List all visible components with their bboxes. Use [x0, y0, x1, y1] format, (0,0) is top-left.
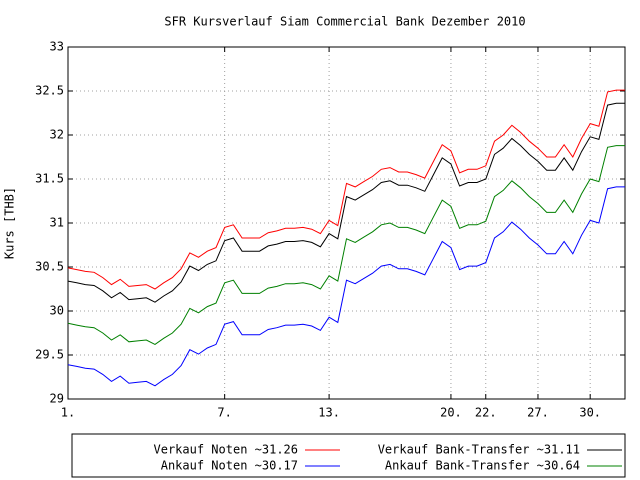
y-tick-label: 30 [50, 304, 64, 318]
series-line [67, 102, 625, 303]
y-tick-label: 31.5 [35, 172, 64, 186]
series-line [67, 186, 625, 387]
chart-title: SFR Kursverlauf Siam Commercial Bank Dez… [164, 15, 525, 29]
legend-label: Ankauf Noten ~30.17 [161, 459, 298, 473]
x-tick-label: 22. [475, 406, 497, 420]
series-line [67, 89, 625, 290]
legend-label: Verkauf Noten ~31.26 [154, 443, 299, 457]
y-tick-label: 29 [50, 392, 64, 406]
x-tick-label: 20. [440, 406, 462, 420]
y-axis-label: Kurs [THB] [3, 187, 17, 259]
y-tick-label: 32.5 [35, 84, 64, 98]
legend-label: Ankauf Bank-Transfer ~30.64 [385, 459, 580, 473]
legend-label: Verkauf Bank-Transfer ~31.11 [378, 443, 580, 457]
y-tick-label: 33 [50, 40, 64, 54]
y-tick-label: 31 [50, 216, 64, 230]
x-tick-label: 1. [61, 406, 75, 420]
x-tick-label: 7. [217, 406, 231, 420]
legend-box [71, 433, 626, 478]
y-tick-label: 30.5 [35, 260, 64, 274]
y-tick-label: 29.5 [35, 348, 64, 362]
series-line [67, 145, 625, 345]
plot-frame [67, 46, 626, 400]
x-tick-label: 27. [527, 406, 549, 420]
y-tick-label: 32 [50, 128, 64, 142]
x-tick-label: 30. [579, 406, 601, 420]
x-tick-label: 13. [318, 406, 340, 420]
